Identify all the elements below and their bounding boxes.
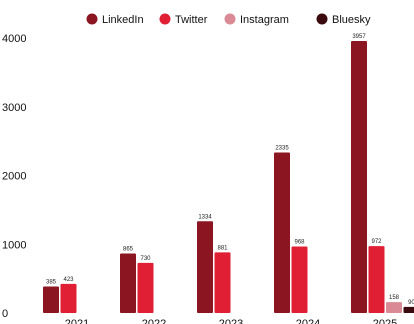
legend-label-instagram: Instagram <box>240 14 289 26</box>
bars <box>43 40 414 314</box>
bar-linkedin-2021 <box>43 286 59 313</box>
bar-twitter-2022 <box>137 262 154 313</box>
data-label-linkedin-2021: 385 <box>46 280 57 286</box>
bar-instagram-2025 <box>386 302 402 313</box>
legend-marker-bluesky <box>316 13 328 25</box>
bar-linkedin-2022 <box>120 253 136 313</box>
data-label-linkedin-2023: 1334 <box>198 214 212 220</box>
y-axis: 0 1000 2000 3000 4000 <box>2 33 26 320</box>
legend-marker-instagram <box>224 13 236 25</box>
y-tick-label: 0 <box>2 308 8 320</box>
data-label-twitter-2021: 423 <box>63 277 74 283</box>
legend-label-linkedin: LinkedIn <box>102 14 144 26</box>
data-label-bluesky-2025: 90 <box>408 300 414 306</box>
y-tick-label: 2000 <box>2 171 26 183</box>
bar-linkedin-2023 <box>197 221 213 313</box>
bar-bluesky-2025 <box>403 306 414 313</box>
legend-label-twitter: Twitter <box>175 14 208 26</box>
x-axis: 2021 2022 2023 2024 2025 <box>65 318 397 324</box>
data-label-twitter-2023: 881 <box>217 245 228 251</box>
y-tick-label: 3000 <box>2 102 26 114</box>
data-label-twitter-2025: 972 <box>371 239 382 245</box>
x-tick-label: 2025 <box>373 318 397 324</box>
x-tick-label: 2023 <box>219 318 243 324</box>
bar-linkedin-2024 <box>274 152 290 313</box>
bar-twitter-2024 <box>291 246 308 313</box>
data-label-linkedin-2025: 3957 <box>352 34 366 40</box>
data-label-twitter-2024: 968 <box>294 239 305 245</box>
y-tick-label: 1000 <box>2 239 26 251</box>
bar-twitter-2021 <box>60 283 77 313</box>
legend: LinkedIn Twitter Instagram Bluesky <box>86 13 371 26</box>
bar-twitter-2025 <box>368 246 385 313</box>
x-tick-label: 2024 <box>296 318 320 324</box>
data-label-linkedin-2022: 865 <box>123 247 134 253</box>
data-labels: 385 423 865 730 1334 881 2335 968 3957 972 158 90 <box>46 34 414 306</box>
bar-twitter-2023 <box>214 252 231 313</box>
legend-marker-twitter <box>159 13 171 25</box>
bar-linkedin-2025 <box>351 40 367 314</box>
x-tick-label: 2021 <box>65 318 89 324</box>
data-label-linkedin-2024: 2335 <box>275 145 289 151</box>
legend-marker-linkedin <box>86 13 98 25</box>
y-tick-label: 4000 <box>2 33 26 45</box>
x-tick-label: 2022 <box>142 318 166 324</box>
data-label-twitter-2022: 730 <box>140 256 151 262</box>
legend-label-bluesky: Bluesky <box>332 14 371 26</box>
data-label-instagram-2025: 158 <box>389 295 400 301</box>
